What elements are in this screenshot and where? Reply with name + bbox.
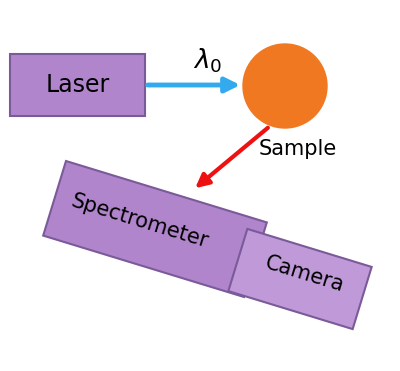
Bar xyxy=(228,229,372,329)
Text: Spectrometer: Spectrometer xyxy=(69,191,211,252)
Bar xyxy=(43,161,267,297)
Circle shape xyxy=(243,44,327,128)
FancyBboxPatch shape xyxy=(10,54,145,116)
Text: Laser: Laser xyxy=(45,73,110,97)
Text: Camera: Camera xyxy=(263,253,347,296)
Text: Sample: Sample xyxy=(259,139,337,159)
Text: $\lambda_0$: $\lambda_0$ xyxy=(193,47,223,75)
